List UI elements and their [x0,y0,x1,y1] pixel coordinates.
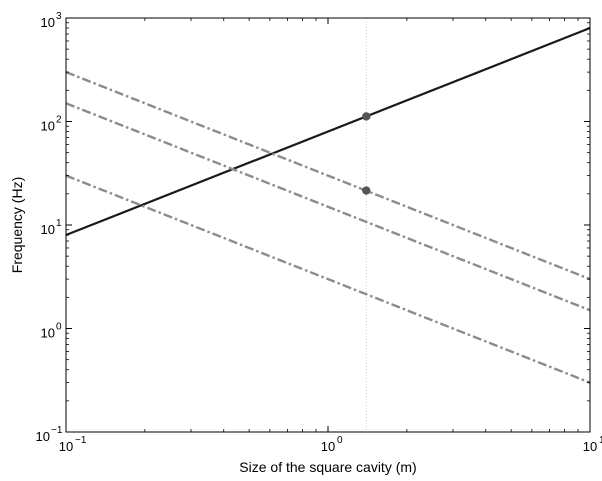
y-tick-exponent: 2 [56,115,62,126]
x-tick-exponent: 0 [337,435,343,446]
y-tick-label: 10 [41,326,55,341]
y-tick-label: 10 [41,222,55,237]
series-line-4 [65,174,591,384]
data-point-marker-1 [362,112,371,121]
series-line-1 [65,27,591,237]
x-tick-exponent: 1 [599,435,602,446]
axis-ticks: 10 −1 10 0 10 110 −110 010 110 210 3 [36,11,602,454]
y-tick-label: 10 [41,15,55,30]
y-tick-exponent: 3 [56,11,62,22]
plot-area [65,18,591,432]
y-tick-label: 10 [41,119,55,134]
series-line-2 [65,71,591,281]
x-axis-label: Size of the square cavity (m) [239,459,416,475]
x-tick-label: 10 [321,439,335,454]
plot-frame [65,17,591,433]
y-tick-label: 10 [36,429,50,444]
x-tick-exponent: −1 [75,435,87,446]
series-line-3 [65,102,591,312]
x-tick-label: 10 [583,439,597,454]
x-tick-label: 10 [59,439,73,454]
y-tick-exponent: 1 [56,218,62,229]
data-point-marker-2 [362,186,371,195]
y-tick-exponent: 0 [56,322,62,333]
y-tick-exponent: −1 [51,425,63,436]
y-axis-label: Frequency (Hz) [9,177,25,273]
